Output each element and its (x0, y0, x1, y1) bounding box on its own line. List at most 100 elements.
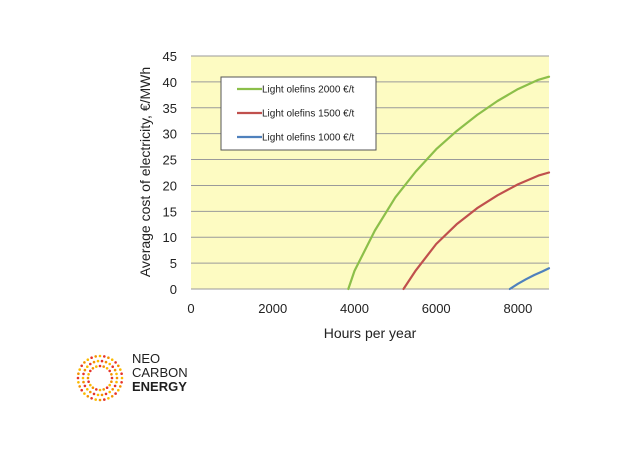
logo-line-carbon: CARBON (132, 365, 188, 380)
y-axis-title: Average cost of electricity, €/MWh (137, 67, 153, 277)
logo-dot (98, 388, 102, 392)
y-tick-label: 35 (163, 101, 177, 116)
logo-dot (113, 384, 117, 388)
logo-dot (108, 362, 111, 366)
y-tick-label: 5 (170, 256, 177, 271)
logo-dot (102, 388, 105, 391)
logo-dot (78, 385, 81, 388)
logo-dot (110, 380, 113, 383)
logo-dot (89, 383, 92, 387)
logo-dot (86, 395, 90, 398)
logo-dot (77, 381, 80, 384)
legend-label-2: Light olefins 1500 €/t (262, 109, 355, 120)
logo-dot (100, 393, 104, 397)
logo-line-energy: ENERGY (132, 379, 187, 394)
logo-dot (96, 359, 100, 363)
logo-dot (103, 398, 106, 401)
logo-dot (89, 362, 92, 366)
logo-dot (86, 388, 89, 391)
logo-dot (76, 376, 80, 380)
logo-dot (114, 361, 117, 364)
logo-dot (104, 360, 108, 364)
logo-dot (83, 361, 86, 364)
logo-dot (91, 386, 95, 389)
logo-dot (110, 395, 114, 398)
series-lines (347, 75, 551, 291)
logo-dot (94, 398, 97, 401)
logo-dot (115, 380, 118, 384)
logo-dot (87, 373, 90, 376)
y-tick-label: 15 (163, 204, 177, 219)
logo-dot (90, 397, 93, 400)
legend: Light olefins 2000 €/t Light olefins 1500… (220, 76, 377, 151)
y-tick-label: 0 (170, 282, 177, 297)
y-tick-label: 20 (163, 178, 177, 193)
logo-dot (120, 381, 123, 384)
y-tick-label: 25 (163, 153, 177, 168)
x-tick-label: 0 (187, 301, 194, 316)
x-tick-label: 4000 (340, 301, 369, 316)
logo-dot (115, 376, 119, 380)
logo-dot (89, 390, 92, 394)
y-axis-ticks: 0 5 10 15 20 25 30 35 40 45 (163, 49, 177, 297)
logo-dot (98, 354, 102, 358)
logo-dot (104, 392, 108, 396)
logo-dot (83, 368, 87, 372)
logo-dot (92, 360, 96, 364)
logo-dot (110, 376, 114, 380)
logo-dot (90, 356, 93, 359)
logo-dot (82, 372, 85, 376)
logo-dot (120, 376, 124, 380)
logo-dot (108, 390, 111, 394)
logo-dot (117, 388, 120, 392)
x-tick-label: 2000 (258, 301, 287, 316)
x-tick-label: 6000 (422, 301, 451, 316)
series-line-1 (347, 75, 551, 291)
logo-dot (89, 369, 92, 373)
logo-dot (117, 364, 120, 368)
logo-dot (103, 355, 106, 358)
logo-dot (107, 356, 110, 359)
series-line-2 (402, 171, 551, 291)
neo-carbon-energy-logo-icon (76, 354, 124, 402)
logo-dot (98, 398, 102, 402)
logo-dot (80, 364, 83, 368)
y-tick-label: 30 (163, 127, 177, 142)
logo-dot (94, 355, 97, 358)
logo-dot (95, 388, 98, 391)
logo-dot (108, 383, 111, 387)
logo-line-neo: NEO (132, 351, 161, 366)
logo-dot (111, 388, 114, 391)
x-tick-label: 8000 (503, 301, 532, 316)
logo-dot (82, 380, 85, 384)
logo-dot (80, 388, 83, 392)
logo-dot (96, 393, 100, 397)
legend-label-3: Light olefins 1000 €/t (262, 133, 355, 144)
logo-dot (105, 367, 109, 370)
legend-label-1: Light olefins 2000 €/t (262, 85, 355, 96)
logo-dot (110, 358, 114, 361)
logo-dot (86, 365, 89, 368)
logo-dot (115, 372, 118, 376)
logo-dot (87, 380, 90, 383)
logo-dot (110, 373, 113, 376)
logo-dot (91, 367, 95, 370)
logo-dot (83, 392, 86, 395)
y-tick-label: 40 (163, 75, 177, 90)
logo-dot (78, 368, 81, 371)
logo-dot (86, 376, 90, 380)
logo-dot (95, 365, 98, 368)
logo-dot (92, 392, 96, 396)
logo-dot (119, 385, 122, 388)
logo-dot (114, 392, 117, 395)
logo-dot (98, 364, 102, 368)
logo-dot (100, 359, 104, 363)
logo-dot (81, 376, 85, 380)
y-tick-label: 45 (163, 49, 177, 64)
logo-dot (102, 365, 105, 368)
logo-dot (113, 368, 117, 372)
logo-dot (107, 397, 110, 400)
logo-dot (86, 358, 90, 361)
logo-dot (105, 386, 109, 389)
